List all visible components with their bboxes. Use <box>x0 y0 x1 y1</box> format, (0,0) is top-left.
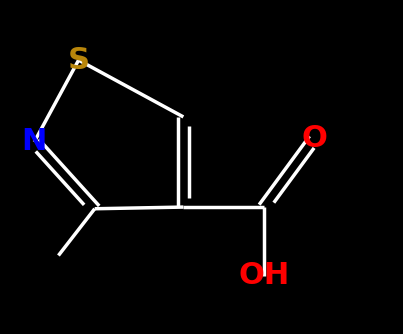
Text: S: S <box>68 46 89 74</box>
Text: OH: OH <box>238 261 290 290</box>
Text: N: N <box>22 128 47 156</box>
Text: O: O <box>301 124 327 153</box>
